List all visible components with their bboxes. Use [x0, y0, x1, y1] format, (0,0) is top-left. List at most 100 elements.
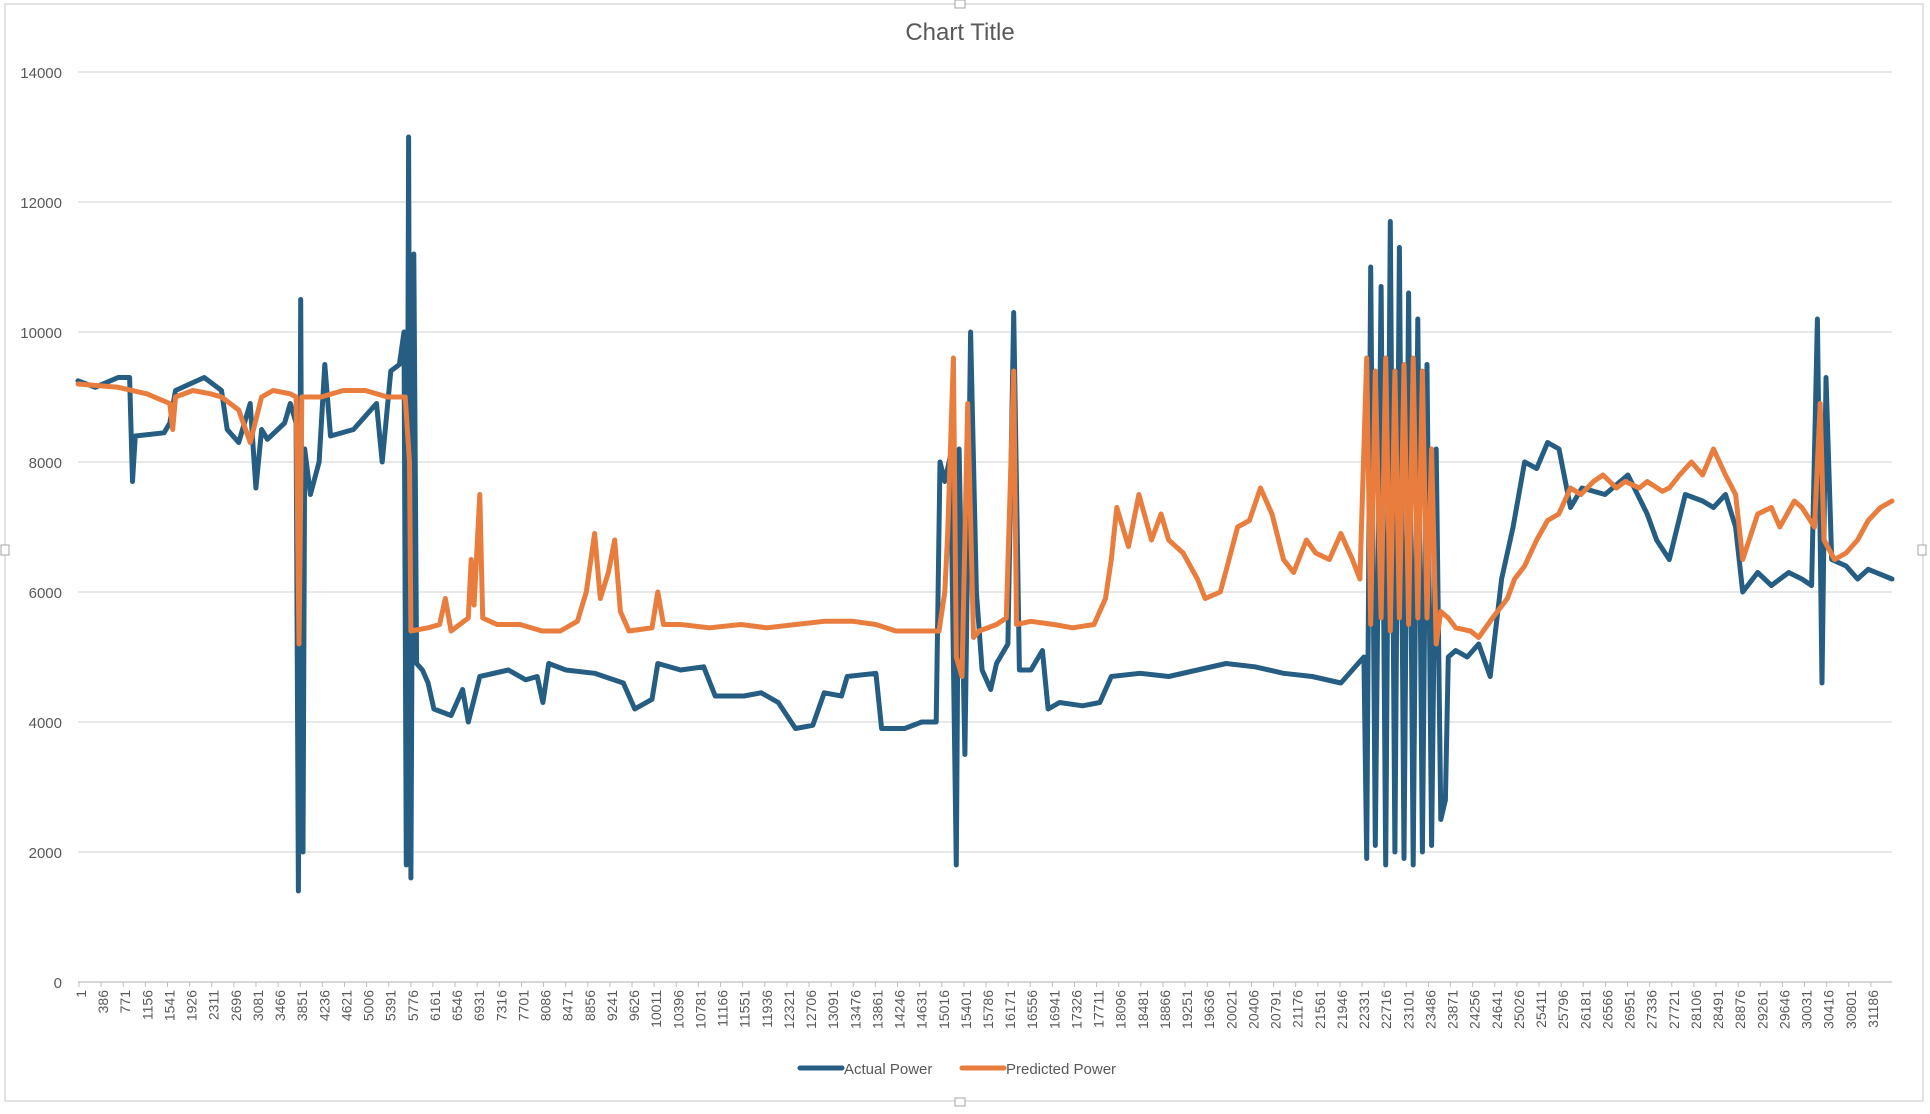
resize-handle-right[interactable]: [1917, 544, 1927, 556]
x-tick-label: 26951: [1622, 990, 1638, 1029]
x-tick-label: 23871: [1445, 990, 1461, 1029]
x-tick-label: 12321: [781, 990, 797, 1029]
x-tick-label: 11551: [737, 990, 753, 1028]
series-line-actual-power[interactable]: [75, 134, 1895, 894]
x-tick-label: 21946: [1334, 990, 1350, 1029]
x-tick-label: 24256: [1467, 990, 1483, 1029]
x-tick-label: 10781: [692, 990, 708, 1029]
x-tick-label: 28876: [1732, 990, 1748, 1029]
x-tick-label: 3851: [294, 990, 310, 1021]
x-tick-label: 1926: [184, 990, 200, 1021]
y-tick-label: 2000: [29, 845, 62, 862]
x-tick-label: 30031: [1799, 990, 1815, 1029]
x-tick-label: 23486: [1422, 990, 1438, 1029]
x-tick-label: 1: [73, 990, 89, 998]
x-tick-label: 21176: [1290, 990, 1306, 1028]
x-tick-label: 28491: [1710, 990, 1726, 1029]
chart-title[interactable]: Chart Title: [905, 19, 1014, 46]
x-tick-label: 5006: [361, 990, 377, 1021]
x-tick-label: 14631: [914, 990, 930, 1029]
y-tick-label: 0: [54, 975, 62, 992]
x-tick-label: 5776: [405, 990, 421, 1021]
x-tick-label: 30801: [1843, 990, 1859, 1029]
x-tick-label: 18096: [1113, 990, 1129, 1029]
x-tick-label: 8856: [582, 990, 598, 1021]
x-tick-label: 25411: [1533, 990, 1549, 1028]
x-tick-label: 15016: [936, 990, 952, 1029]
x-tick-label: 2311: [206, 990, 222, 1020]
x-tick-label: 16171: [1002, 990, 1018, 1029]
x-tick-label: 1541: [161, 990, 177, 1021]
x-tick-label: 15786: [980, 990, 996, 1029]
x-tick-label: 3466: [272, 990, 288, 1021]
x-tick-label: 1156: [139, 990, 155, 1020]
plot-area[interactable]: [75, 134, 1895, 894]
x-tick-label: 31186: [1865, 990, 1881, 1028]
x-tick-label: 29261: [1754, 990, 1770, 1029]
x-tick-label: 15401: [958, 990, 974, 1029]
x-tick-label: 7701: [515, 990, 531, 1021]
x-tick-label: 8471: [560, 990, 576, 1021]
x-tick-label: 26566: [1599, 990, 1615, 1029]
x-tick-label: 9241: [604, 990, 620, 1021]
x-axis[interactable]: 1 386 771 1156 1541 1926 2311 2696 3081 3466 3851 4…: [73, 982, 1881, 1029]
x-tick-label: 24641: [1489, 990, 1505, 1029]
resize-handle-left[interactable]: [0, 544, 10, 556]
legend-label: Actual Power: [844, 1061, 932, 1078]
x-tick-label: 17711: [1091, 990, 1107, 1028]
legend[interactable]: Actual Power Predicted Power: [797, 1061, 1116, 1078]
x-tick-label: 4621: [338, 990, 354, 1021]
x-tick-label: 12706: [803, 990, 819, 1029]
y-axis[interactable]: 0 2000 4000 6000 8000 10000 12000 14000: [20, 65, 62, 992]
x-tick-label: 27336: [1644, 990, 1660, 1029]
legend-label: Predicted Power: [1006, 1061, 1116, 1078]
y-tick-label: 12000: [20, 195, 62, 212]
x-tick-label: 21561: [1312, 990, 1328, 1029]
y-tick-label: 14000: [20, 65, 62, 82]
x-tick-label: 25796: [1555, 990, 1571, 1029]
x-tick-label: 28106: [1688, 990, 1704, 1029]
x-tick-label: 10396: [670, 990, 686, 1029]
x-tick-label: 13861: [869, 990, 885, 1029]
y-tick-label: 10000: [20, 325, 62, 342]
x-tick-label: 9626: [626, 990, 642, 1021]
x-tick-label: 6161: [427, 990, 443, 1021]
x-tick-label: 6546: [449, 990, 465, 1021]
x-tick-label: 26181: [1577, 990, 1593, 1029]
series-line-predicted-power[interactable]: [75, 355, 1895, 679]
x-tick-label: 29646: [1776, 990, 1792, 1029]
x-tick-label: 3081: [250, 990, 266, 1021]
x-tick-label: 20406: [1245, 990, 1261, 1029]
x-tick-label: 19251: [1179, 990, 1195, 1029]
x-tick-label: 2696: [228, 990, 244, 1021]
x-tick-label: 11166: [715, 990, 731, 1027]
x-tick-label: 19636: [1201, 990, 1217, 1029]
x-tick-label: 22331: [1356, 990, 1372, 1029]
x-tick-label: 7316: [493, 990, 509, 1021]
resize-handle-bottom[interactable]: [954, 1097, 966, 1107]
x-tick-label: 22716: [1378, 990, 1394, 1029]
x-tick-label: 17326: [1068, 990, 1084, 1029]
x-tick-label: 27721: [1666, 990, 1682, 1029]
x-tick-label: 18481: [1135, 990, 1151, 1029]
x-tick-label: 771: [117, 990, 133, 1014]
y-tick-label: 4000: [29, 715, 62, 732]
x-tick-label: 16556: [1024, 990, 1040, 1029]
x-tick-label: 20791: [1268, 990, 1284, 1029]
x-tick-label: 6931: [471, 990, 487, 1021]
y-tick-label: 6000: [29, 585, 62, 602]
x-tick-label: 386: [95, 990, 111, 1014]
x-tick-label: 25026: [1511, 990, 1527, 1029]
x-tick-label: 13476: [847, 990, 863, 1029]
x-tick-label: 14246: [892, 990, 908, 1029]
x-tick-label: 10011: [648, 990, 664, 1028]
x-tick-label: 18866: [1157, 990, 1173, 1029]
x-tick-label: 4236: [316, 990, 332, 1021]
x-tick-label: 11936: [759, 990, 775, 1028]
x-tick-label: 13091: [825, 990, 841, 1029]
x-tick-label: 20021: [1223, 990, 1239, 1029]
resize-handle-top[interactable]: [954, 0, 966, 9]
x-tick-label: 8086: [538, 990, 554, 1021]
